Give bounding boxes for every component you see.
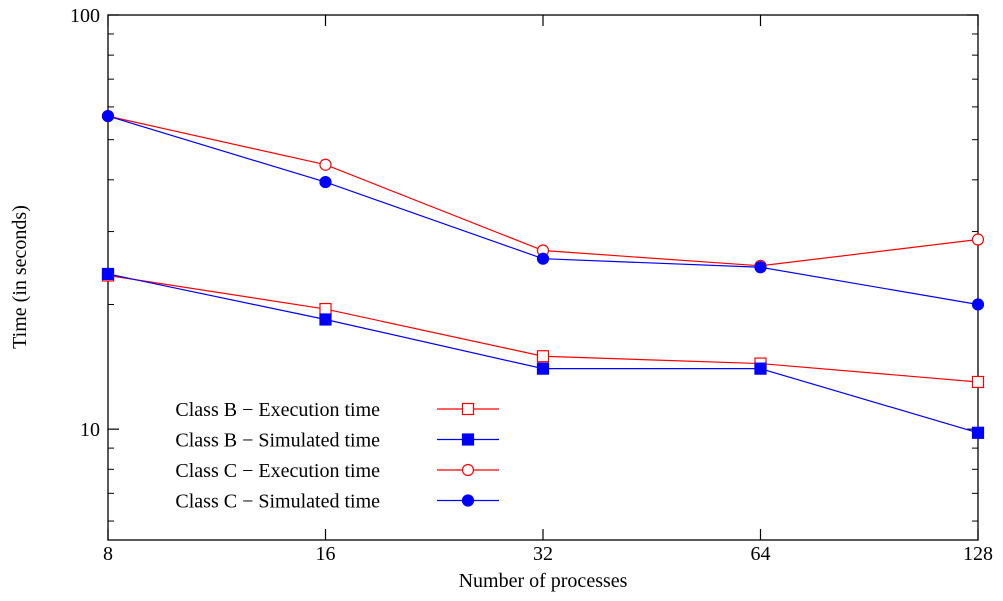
series-2	[101, 267, 985, 439]
x-tick-label: 128	[963, 543, 993, 565]
data-point	[971, 426, 985, 439]
legend-marker	[461, 402, 475, 416]
data-point	[971, 298, 985, 311]
legend-label: Class B − Execution time	[175, 399, 380, 421]
data-point	[101, 110, 115, 123]
x-tick-label: 64	[751, 543, 771, 565]
legend: Class B − Execution time Class B − Simula…	[175, 399, 499, 513]
y-tick-label: 10	[80, 419, 100, 441]
series-3	[101, 110, 985, 272]
series-line	[107, 115, 979, 267]
data-point	[536, 350, 550, 363]
y-axis-label: Time (in seconds)	[9, 205, 31, 349]
data-point	[754, 261, 767, 274]
data-point	[319, 158, 332, 171]
series-line	[107, 115, 979, 306]
tick-labels: 8 16 32 64 128 10 100	[70, 5, 993, 565]
data-point	[319, 175, 332, 189]
data-point	[319, 302, 332, 316]
legend-marker	[461, 463, 475, 477]
y-tick-label: 100	[70, 5, 100, 27]
data-point	[754, 362, 767, 375]
legend-marker	[461, 494, 475, 507]
legend-label: Class C − Execution time	[175, 460, 380, 482]
data-point	[536, 252, 550, 265]
legend-entry: Class B − Simulated time	[175, 430, 499, 452]
legend-entry: Class B − Execution time	[175, 399, 499, 421]
x-tick-label: 16	[316, 543, 336, 565]
legend-marker	[461, 433, 475, 446]
legend-entry: Class C − Execution time	[175, 460, 499, 482]
data-point	[971, 375, 985, 389]
data-point	[971, 233, 985, 246]
x-tick-label: 32	[533, 543, 553, 565]
data-point	[101, 267, 115, 281]
legend-entry: Class C − Simulated time	[175, 491, 499, 513]
data-point	[319, 313, 332, 326]
x-tick-label: 8	[103, 543, 113, 565]
series-4	[101, 110, 985, 311]
data-point	[536, 362, 550, 375]
legend-label: Class B − Simulated time	[175, 430, 380, 452]
series-layer	[101, 110, 985, 439]
legend-label: Class C − Simulated time	[175, 491, 380, 513]
x-axis-label: Number of processes	[459, 570, 628, 592]
